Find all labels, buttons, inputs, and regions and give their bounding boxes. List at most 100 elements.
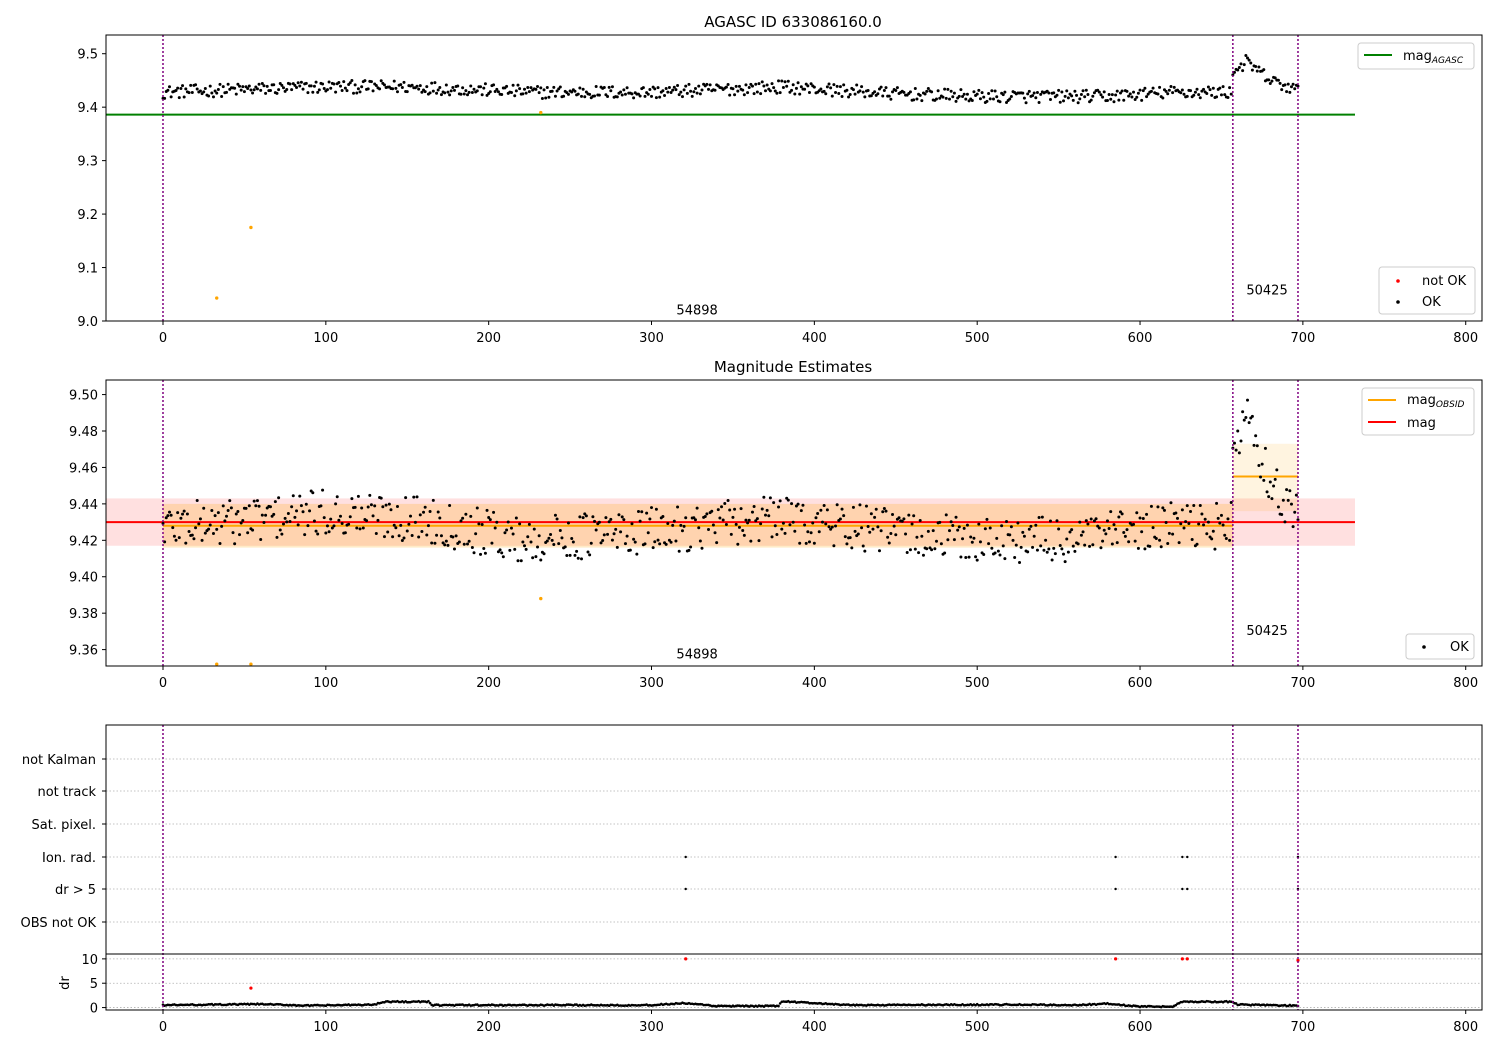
panel2-title: Magnitude Estimates [714,358,872,376]
panel2-ok-point [601,538,605,542]
panel2-ok-point [876,525,880,529]
panel1-ok-point [1244,53,1248,57]
panel2-ok-point [1293,510,1297,514]
panel2-ok-point [397,534,401,538]
panel3-marks [106,725,1482,1010]
panel2-ok-point [215,527,219,531]
panel1-ok-point [646,92,650,96]
panel2-ok-point [202,506,206,510]
panel1-ok-point [495,87,499,91]
panel2-ok-point [513,547,517,551]
panel1-ok-point [669,90,673,94]
panel1-ok-point [1070,94,1074,98]
panel1-ok-point [402,80,406,84]
panel2-ok-point [168,510,172,514]
panel2-ok-point [583,512,587,516]
dr-xtick-label: 400 [802,1020,827,1035]
dr-ytick-label: 10 [81,953,98,968]
panel1-ok-point [1081,89,1085,93]
panel2-ok-point [1060,547,1064,551]
panel1-ok-point [511,83,515,87]
panel1-ok-point [1135,95,1139,99]
panel1-ok-point [449,89,453,93]
panel2-ok-point [799,509,803,513]
panel2-ok-point [1187,521,1191,525]
panel2-ok-point [268,505,272,509]
panel1-ok-point [1140,98,1144,102]
panel2-ok-point [1247,421,1251,425]
panel2-ytick-label: 9.50 [69,389,98,404]
panel1-ok-point [203,87,207,91]
dr-ok-point [1234,1002,1238,1005]
panel2-ok-point [757,539,761,543]
flag-label: not Kalman [22,753,96,768]
panel1-ok-point [1280,88,1284,92]
panel2-ok-point [1032,534,1036,538]
panel1-ok-point [1076,101,1080,105]
panel1-ok-point [962,92,966,96]
panel2-marks: 54898 50425 [106,380,1355,666]
panel2-ok-point [1262,478,1266,482]
panel1-ok-point [825,85,829,89]
panel1-ok-point [452,88,456,92]
panel1-ok-point [418,84,422,88]
panel2-ok-point [741,528,745,532]
panel2-ok-point [371,514,375,518]
panel1-ok-point [1027,89,1031,93]
panel2-ok-point [1052,546,1056,550]
legend-sub: AGASC [1431,56,1464,66]
panel2-ok-point [788,523,792,527]
panel1-ok-point [350,78,354,82]
panel1-ok-point [995,95,999,99]
panel2-ok-point [1250,414,1254,418]
panel2-ok-point [1265,490,1269,494]
panel1-ok-point [951,95,955,99]
panel1-ok-point [374,84,378,88]
dr-not-ok-point [1180,957,1184,961]
panel1-ok-point [280,83,284,87]
panel1-ok-point [1060,90,1064,94]
panel2-ok-point [812,541,816,545]
panel1-ok-point [304,81,308,85]
panel2-ok-point [428,509,432,513]
panel1-ok-point [824,92,828,96]
panel2-ok-point [985,517,989,521]
panel2-ok-point [674,539,678,543]
panel2-ok-point [954,515,958,519]
panel2-ok-point [1031,545,1035,549]
panel2-ok-point [715,541,719,545]
panel2-ok-point [511,532,515,536]
panel1-ok-point [329,86,333,90]
dr-not-ok-point [1296,958,1300,962]
panel1-ok-point [524,91,528,95]
panel2-ok-point [983,527,987,531]
panel2-ytick-label: 9.44 [69,498,98,513]
panel1-ok-point [566,92,570,96]
panel2-ok-point [303,533,307,537]
panel2-ok-point [1286,498,1290,502]
panel1-ok-point [246,86,250,90]
panel2-xtick-label: 600 [1128,676,1153,691]
panel1-ok-point [1210,93,1214,97]
panel2-ok-point [747,518,751,522]
panel1-ok-point [620,93,624,97]
panel1-ok-point [268,88,272,92]
panel1-ok-point [726,83,730,87]
panel2-ok-point [1125,528,1129,532]
panel1-ok-point [542,88,546,92]
panel1-ok-point [1283,83,1287,87]
panel2-ok-point [1088,544,1092,548]
panel2-ok-point [680,529,684,533]
panel1-ok-point [1105,98,1109,102]
panel2-ok-point [394,526,398,530]
panel2-ok-point [283,516,287,520]
panel2-ok-point [1039,544,1043,548]
panel2-ok-point [532,527,536,531]
legend-marker-not-ok [1396,279,1400,283]
panel2-ok-point [804,541,808,545]
panel2-ok-point [422,510,426,514]
panel1-xtick-label: 500 [965,331,990,346]
panel2-ok-point [407,522,411,526]
panel1-ok-point [1114,93,1118,97]
panel2-ok-point [666,522,670,526]
